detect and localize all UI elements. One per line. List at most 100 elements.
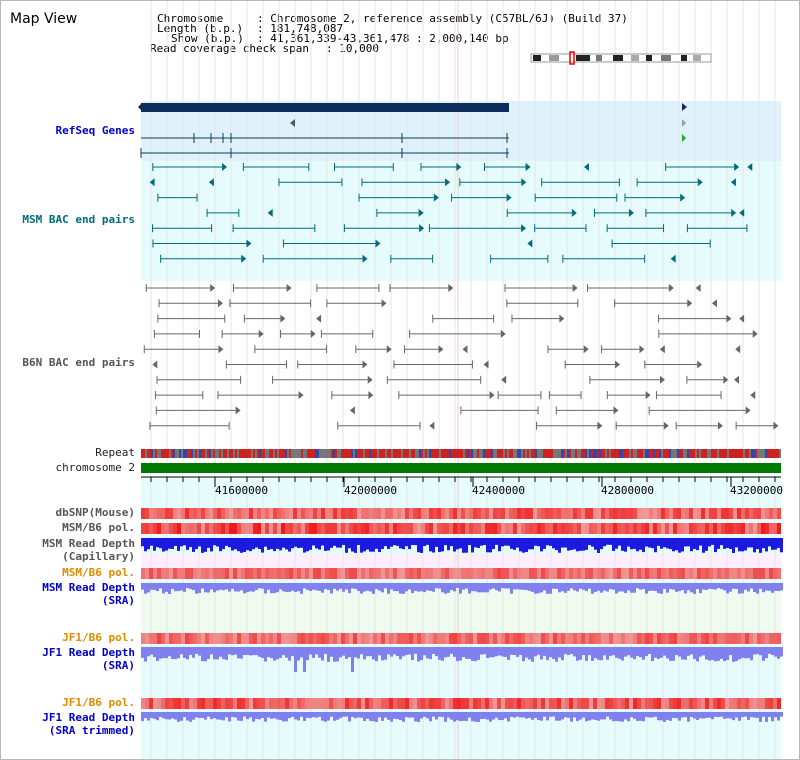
msm-capillary-depth-bar: [357, 538, 360, 546]
track-label-msm-depth-sra[interactable]: MSM Read Depth: [42, 581, 135, 594]
msm-capillary-depth-bar: [612, 538, 615, 551]
jf1-sra-depth-bar: [747, 647, 750, 659]
msm-bac-end-arrow: [222, 163, 228, 171]
dbsnp-heat-cell: [257, 508, 261, 519]
track-label-msm-depth-capillary[interactable]: MSM Read Depth: [42, 537, 135, 550]
dbsnp-heat-cell: [721, 508, 725, 519]
repeat-segment: [759, 449, 761, 458]
jf1-sra-depth-bar: [357, 647, 360, 659]
msm-capillary-depth-bar: [156, 538, 159, 548]
jf1-trimmed-depth-bar: [243, 712, 246, 717]
jf1-sra-depth-bar: [660, 647, 663, 658]
msm-capillary-depth-bar: [369, 538, 372, 552]
msm-capillary-depth-bar: [183, 538, 186, 546]
jf1-b6-pol-heat-cell: [141, 633, 145, 644]
repeat-segment: [515, 449, 517, 458]
msm-capillary-depth-bar: [438, 538, 441, 553]
jf1-b6-pol-heat-cell: [601, 633, 605, 644]
repeat-segment: [251, 449, 253, 458]
track-label-repeat[interactable]: Repeat: [95, 446, 135, 459]
msm-capillary-depth-bar: [672, 538, 675, 552]
track-label-dbsnp[interactable]: dbSNP(Mouse): [55, 506, 135, 519]
jf1-b6-pol-2-heat-cell: [213, 698, 217, 709]
jf1-trimmed-depth-bar: [348, 712, 351, 722]
jf1-sra-depth-bar: [618, 647, 621, 659]
jf1-b6-pol-2-heat-cell: [621, 698, 625, 709]
track-label-msm-b6-pol-2[interactable]: MSM/B6 pol.: [62, 566, 135, 579]
msm-capillary-depth-bar: [246, 538, 249, 551]
msm-b6-pol-2-heat-cell: [761, 568, 765, 579]
track-label-jf1-b6-pol-2[interactable]: JF1/B6 pol.: [62, 696, 135, 709]
msm-sra-depth-bar: [636, 583, 639, 589]
jf1-sra-depth-bar: [318, 647, 321, 658]
repeat-segment: [589, 449, 591, 458]
msm-capillary-depth-bar: [588, 538, 591, 546]
jf1-b6-pol-2-heat-cell: [577, 698, 581, 709]
msm-b6-pol-heat-cell: [341, 523, 345, 534]
dbsnp-heat-cell: [653, 508, 657, 519]
jf1-b6-pol-heat-cell: [541, 633, 545, 644]
msm-capillary-depth-bar: [594, 538, 597, 550]
jf1-trimmed-depth-bar: [144, 712, 147, 719]
repeat-segment: [499, 449, 501, 458]
jf1-b6-pol-2-heat-cell: [385, 698, 389, 709]
track-label-msm-bac[interactable]: MSM BAC end pairs: [22, 213, 135, 226]
msm-sra-depth-bar: [507, 583, 510, 589]
msm-sra-depth-bar: [735, 583, 738, 590]
refseq-arrow: [682, 103, 687, 111]
msm-b6-pol-heat-cell: [453, 523, 457, 534]
jf1-trimmed-depth-bar: [441, 712, 444, 717]
repeat-segment: [591, 449, 593, 458]
jf1-sra-depth-bar: [345, 647, 348, 659]
jf1-b6-pol-2-heat-cell: [561, 698, 565, 709]
msm-b6-pol-2-heat-cell: [725, 568, 729, 579]
msm-bac-end-arrow: [418, 208, 424, 217]
jf1-b6-pol-2-heat-cell: [193, 698, 197, 709]
repeat-segment: [507, 449, 509, 458]
msm-capillary-depth-bar: [258, 538, 261, 550]
track-label-refseq[interactable]: RefSeq Genes: [55, 124, 135, 137]
msm-b6-pol-heat-cell: [433, 523, 437, 534]
msm-b6-pol-2-heat-cell: [657, 568, 661, 579]
b6n-bac-end-arrow: [613, 406, 619, 415]
msm-b6-pol-2-heat-cell: [337, 568, 341, 579]
msm-b6-pol-heat-cell: [277, 523, 281, 534]
track-label-msm-b6-pol[interactable]: MSM/B6 pol.: [62, 521, 135, 534]
jf1-sra-depth-bar: [738, 647, 741, 660]
msm-b6-pol-heat-cell: [725, 523, 729, 534]
jf1-trimmed-depth-bar: [780, 712, 783, 717]
msm-capillary-depth-bar: [627, 538, 630, 547]
msm-bac-track-background: [141, 161, 781, 281]
jf1-sra-depth-bar: [273, 647, 276, 661]
dbsnp-heat-cell: [217, 508, 221, 519]
msm-sra-depth-bar: [267, 583, 270, 590]
jf1-sra-depth-bar: [153, 647, 156, 658]
repeat-segment: [401, 449, 403, 458]
jf1-sra-depth-bar: [384, 647, 387, 660]
msm-b6-pol-2-heat-cell: [153, 568, 157, 579]
jf1-trimmed-depth-bar: [249, 712, 252, 718]
track-label-chromosome[interactable]: chromosome 2: [55, 461, 135, 474]
jf1-sra-depth-bar: [468, 647, 471, 659]
track-label-jf1-depth-trimmed[interactable]: JF1 Read Depth: [42, 711, 135, 724]
msm-capillary-depth-bar: [564, 538, 567, 548]
repeat-segment: [211, 449, 213, 458]
dbsnp-heat-cell: [253, 508, 257, 519]
track-label-jf1-b6-pol[interactable]: JF1/B6 pol.: [62, 631, 135, 644]
msm-b6-pol-2-heat-cell: [149, 568, 153, 579]
jf1-sra-depth-bar: [282, 647, 285, 656]
msm-capillary-depth-bar: [234, 538, 237, 550]
dbsnp-heat-cell: [305, 508, 309, 519]
repeat-segment: [633, 449, 635, 458]
track-label-b6n-bac[interactable]: B6N BAC end pairs: [22, 356, 135, 369]
jf1-b6-pol-2-heat-cell: [601, 698, 605, 709]
msm-sra-depth-bar: [573, 583, 576, 591]
track-label-jf1-depth-sra[interactable]: JF1 Read Depth: [42, 646, 135, 659]
repeat-segment: [143, 449, 145, 458]
repeat-segment: [369, 449, 371, 458]
axis-tick-label: 42000000: [344, 484, 397, 497]
msm-sra-depth-bar: [159, 583, 162, 589]
msm-capillary-depth-bar: [243, 538, 246, 553]
msm-b6-pol-heat-cell: [677, 523, 681, 534]
